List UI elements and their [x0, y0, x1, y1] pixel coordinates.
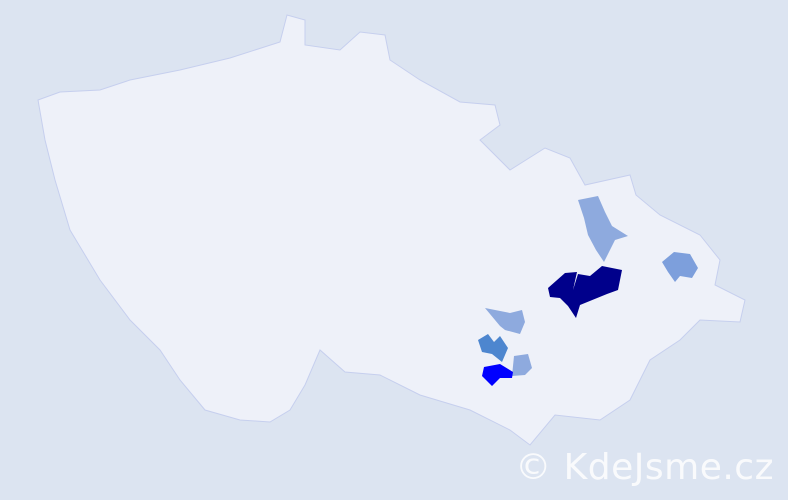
- district-south-medium[interactable]: [478, 334, 508, 362]
- country-outline: [37, 14, 746, 446]
- district-south-light-1[interactable]: [485, 308, 525, 334]
- district-darkest[interactable]: [548, 266, 622, 318]
- highlighted-districts: [478, 196, 698, 386]
- district-east-light[interactable]: [662, 252, 698, 282]
- district-south-light-2[interactable]: [512, 354, 532, 376]
- watermark-logo: © KdeJsme.cz: [515, 447, 774, 488]
- district-north-light[interactable]: [578, 196, 628, 262]
- district-bright[interactable]: [482, 364, 513, 386]
